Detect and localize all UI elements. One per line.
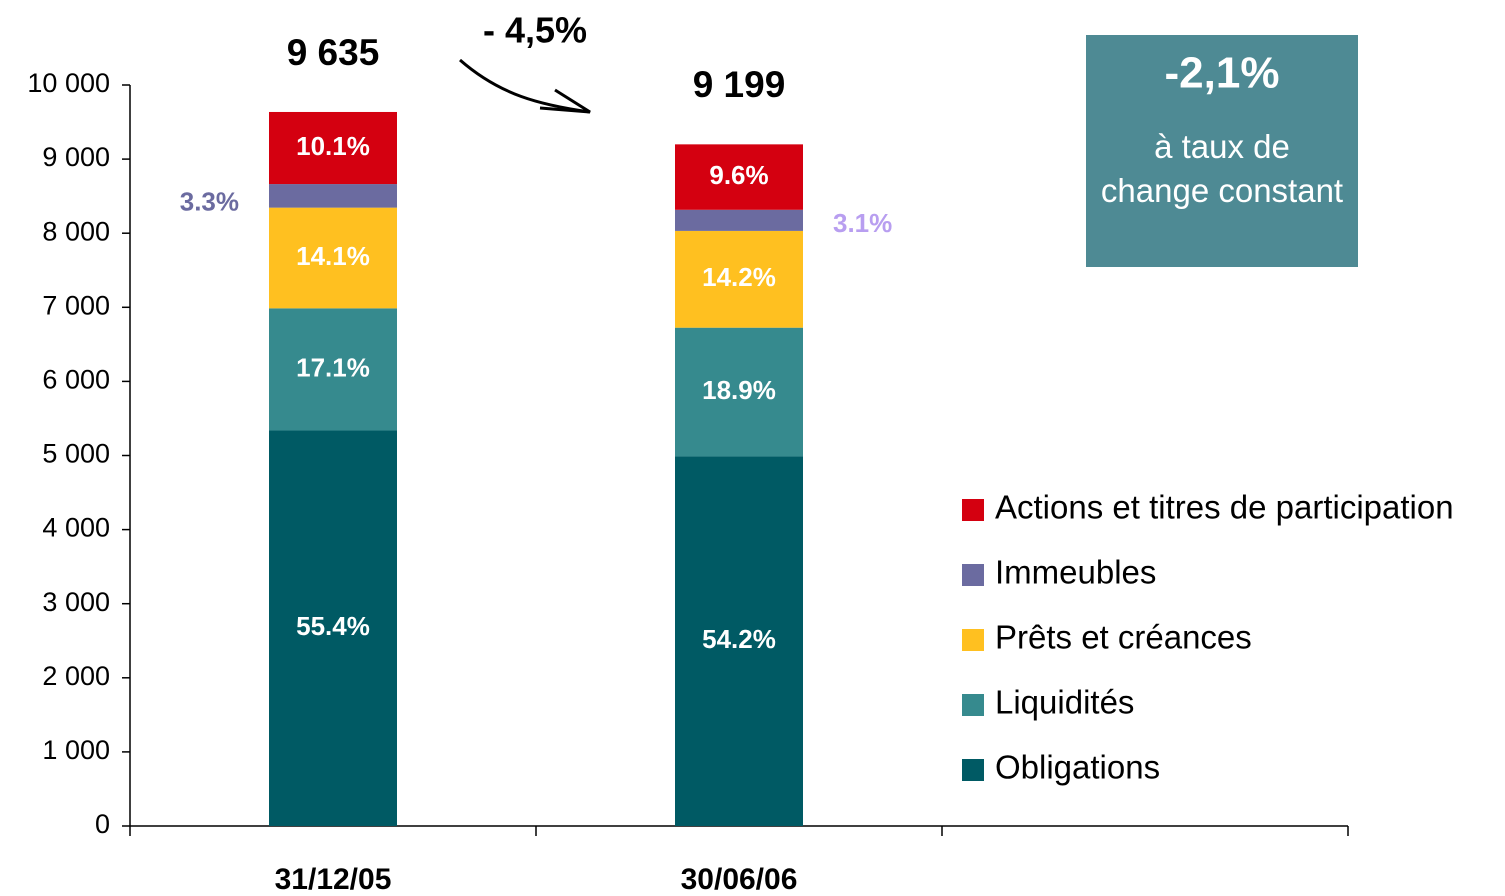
legend-swatch — [962, 759, 984, 781]
legend-label: Actions et titres de participation — [995, 489, 1454, 526]
y-tick-label: 4 000 — [42, 513, 110, 543]
change-arrow — [459, 58, 591, 114]
y-tick-label: 0 — [95, 809, 110, 839]
bar-segment — [269, 308, 397, 431]
total-label: 9 199 — [693, 64, 786, 105]
y-tick-label: 7 000 — [42, 290, 110, 320]
info-box — [1086, 35, 1358, 267]
data-label: 3.3% — [180, 187, 239, 217]
bar-segment — [675, 209, 803, 231]
y-tick-label: 3 000 — [42, 587, 110, 617]
data-label: 3.1% — [833, 208, 892, 238]
bar-segment — [269, 184, 397, 208]
data-label: 14.1% — [296, 241, 370, 271]
legend-label: Obligations — [995, 749, 1160, 786]
x-tick-label: 30/06/06 — [681, 863, 798, 896]
bar-segment — [269, 430, 397, 826]
y-tick-label: 1 000 — [42, 735, 110, 765]
y-tick-label: 8 000 — [42, 216, 110, 246]
bar-segment — [269, 111, 397, 185]
y-tick-label: 2 000 — [42, 661, 110, 691]
change-label: - 4,5% — [483, 10, 587, 51]
x-tick-label: 31/12/05 — [275, 863, 392, 896]
total-label: 9 635 — [287, 32, 380, 73]
data-label: 10.1% — [296, 131, 370, 161]
box-text: à taux de change constant — [1100, 128, 1344, 209]
legend-label: Liquidités — [995, 684, 1134, 721]
data-label: 9.6% — [709, 160, 768, 190]
box-text-wrap: à taux de change constant — [1100, 128, 1344, 209]
bar-segment — [675, 230, 803, 328]
legend-swatch — [962, 694, 984, 716]
data-label: 55.4% — [296, 611, 370, 641]
legend-swatch — [962, 564, 984, 586]
bar-segment — [675, 456, 803, 826]
data-label: 18.9% — [702, 375, 776, 405]
legend-swatch — [962, 499, 984, 521]
box-value: -2,1% — [1165, 49, 1280, 98]
data-label: 17.1% — [296, 352, 370, 382]
y-tick-label: 9 000 — [42, 142, 110, 172]
arrow-head — [539, 88, 591, 114]
y-tick-label: 5 000 — [42, 439, 110, 469]
y-tick-label: 6 000 — [42, 365, 110, 395]
bar-segment — [269, 207, 397, 309]
legend-label: Prêts et créances — [995, 619, 1252, 656]
legend-swatch — [962, 629, 984, 651]
legend-label: Immeubles — [995, 554, 1156, 591]
data-label: 54.2% — [702, 624, 776, 654]
bar-segment — [675, 327, 803, 457]
bar-segment — [675, 144, 803, 210]
data-label: 14.2% — [702, 262, 776, 292]
y-tick-label: 10 000 — [27, 68, 110, 98]
